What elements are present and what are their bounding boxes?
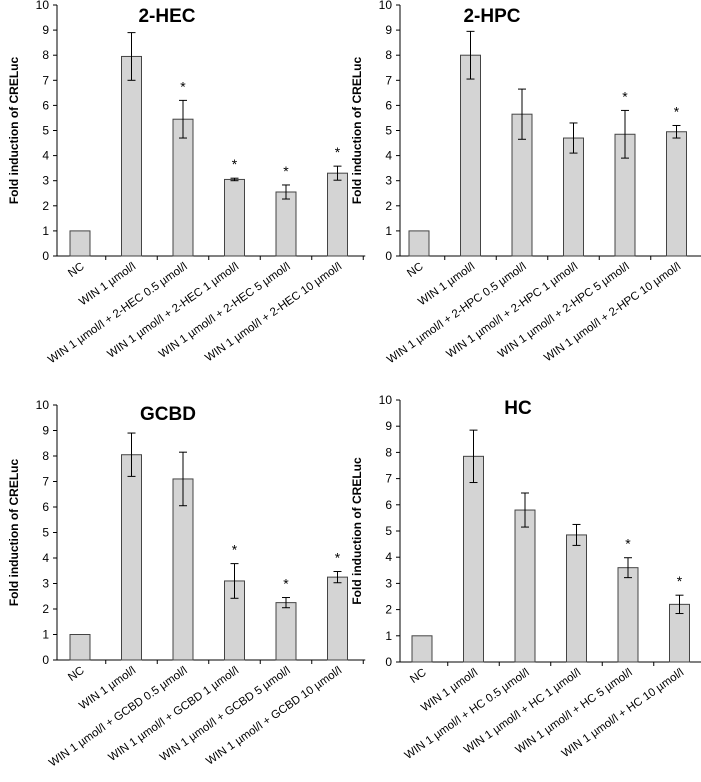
bar (224, 178, 245, 257)
y-tick-label: 6 (42, 98, 49, 112)
y-tick-label: 3 (385, 576, 392, 590)
y-tick-label: 4 (42, 149, 49, 163)
y-tick-label: 8 (42, 449, 49, 463)
bar (563, 137, 584, 257)
bar (514, 509, 536, 663)
y-tick-label: 6 (42, 500, 49, 514)
significance-marker: * (232, 542, 238, 558)
y-tick-label: 4 (42, 551, 49, 565)
y-tick-label: 2 (42, 199, 49, 213)
bar (463, 455, 484, 663)
y-tick-label: 2 (42, 602, 49, 616)
y-tick-label: 9 (385, 419, 392, 433)
bar (327, 576, 348, 661)
category-label: NC (66, 261, 87, 280)
chart-title: HC (504, 398, 532, 419)
chart-panel-1: 2-HEC Fold induction of CRELuc 0 1 2 3 4 5 6 7 8 9 1… (7, 0, 366, 366)
category-label: NC (405, 261, 426, 280)
significance-marker: * (335, 550, 341, 566)
y-tick-label: 1 (385, 629, 392, 643)
bar (408, 230, 430, 257)
bar (121, 55, 142, 257)
bar (327, 172, 348, 257)
category-label: NC (66, 665, 87, 684)
y-tick-label: 7 (42, 475, 49, 489)
chart-title: GCBD (140, 404, 196, 425)
y-axis-label: Fold induction of CRELuc (350, 457, 364, 605)
bar (275, 602, 297, 661)
y-tick-label: 10 (379, 0, 393, 12)
y-tick-label: 10 (36, 398, 50, 412)
y-tick-label: 7 (385, 472, 392, 486)
y-tick-label: 9 (42, 23, 49, 37)
y-tick-label: 6 (385, 98, 392, 112)
y-tick-label: 5 (385, 124, 392, 138)
chart-title: 2-HPC (463, 6, 520, 27)
bar (69, 634, 91, 661)
significance-marker: * (232, 156, 238, 172)
y-tick-label: 5 (42, 526, 49, 540)
bar (666, 131, 687, 257)
y-tick-label: 8 (385, 48, 392, 62)
significance-marker: * (283, 576, 289, 592)
significance-marker: * (622, 88, 628, 104)
significance-marker: * (335, 144, 341, 160)
bar (460, 54, 481, 257)
y-tick-label: 7 (385, 73, 392, 87)
y-tick-label: 9 (385, 23, 392, 37)
y-tick-label: 0 (385, 249, 392, 263)
bar (275, 191, 297, 257)
bar (172, 118, 194, 257)
bar (566, 534, 587, 663)
significance-marker: * (180, 78, 186, 94)
y-axis-label: Fold induction of CRELuc (7, 459, 21, 607)
y-axis-label: Fold induction of CRELuc (7, 57, 21, 205)
y-tick-label: 10 (379, 393, 393, 407)
y-axis-label: Fold induction of CRELuc (350, 57, 364, 205)
bar (69, 230, 91, 257)
category-label: NC (408, 667, 429, 686)
y-tick-label: 3 (42, 174, 49, 188)
bar (121, 454, 142, 661)
bar (411, 635, 433, 663)
y-tick-label: 7 (42, 73, 49, 87)
significance-marker: * (625, 536, 631, 552)
chart-panel-2: 2-HPC Fold induction of CRELuc 0 1 2 3 4 5 6 7 8 9 1… (350, 0, 701, 366)
chart-panel-3: GCBD Fold induction of CRELuc 0 1 2 3 4 5 6 7 8 9 10… (7, 398, 366, 769)
y-tick-label: 0 (385, 655, 392, 669)
y-tick-label: 3 (385, 174, 392, 188)
y-tick-label: 3 (42, 577, 49, 591)
y-tick-label: 2 (385, 199, 392, 213)
significance-marker: * (283, 163, 289, 179)
y-tick-label: 2 (385, 603, 392, 617)
y-tick-label: 5 (385, 524, 392, 538)
y-tick-label: 1 (42, 224, 49, 238)
y-tick-label: 0 (42, 249, 49, 263)
y-tick-label: 10 (36, 0, 50, 12)
chart-panel-4: HC Fold induction of CRELuc 0 1 2 3 4 5 6 7 8 9 10 NC… (350, 393, 701, 762)
y-tick-label: 6 (385, 498, 392, 512)
significance-marker: * (674, 103, 680, 119)
y-tick-label: 8 (42, 48, 49, 62)
bar (617, 567, 639, 663)
y-tick-label: 0 (42, 653, 49, 667)
significance-marker: * (677, 573, 683, 589)
y-tick-label: 4 (385, 550, 392, 564)
y-tick-label: 9 (42, 424, 49, 438)
y-tick-label: 8 (385, 445, 392, 459)
y-tick-label: 1 (385, 224, 392, 238)
chart-title: 2-HEC (138, 6, 195, 27)
y-tick-label: 5 (42, 124, 49, 138)
y-tick-label: 1 (42, 628, 49, 642)
y-tick-label: 4 (385, 149, 392, 163)
